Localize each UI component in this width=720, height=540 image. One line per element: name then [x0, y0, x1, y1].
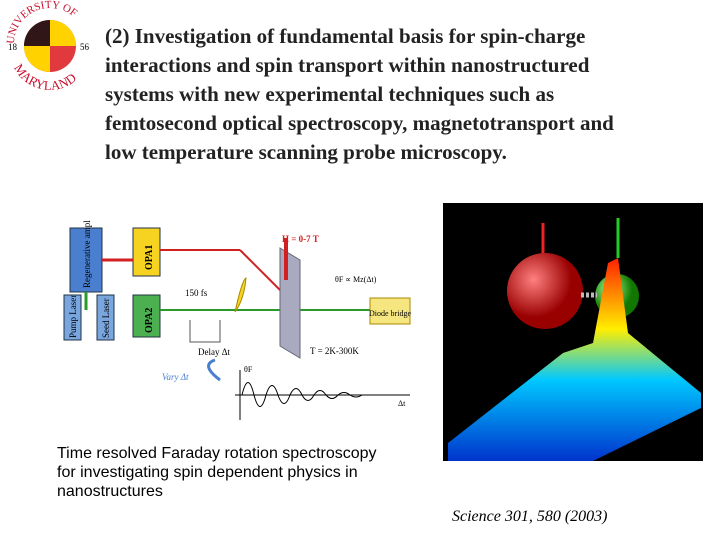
- field-label: H = 0-7 T: [282, 234, 319, 244]
- pump-label: Pump Laser: [68, 295, 78, 338]
- citation: Science 301, 580 (2003): [452, 508, 608, 525]
- opa1-box: [132, 227, 161, 277]
- delay-stage: [189, 320, 221, 343]
- heading-line: femtosecond optical spectroscopy, magnet…: [105, 111, 614, 135]
- opa1-label: OPA1: [144, 245, 155, 270]
- heading: (2) Investigation of fundamental basis f…: [105, 22, 614, 167]
- pump-box: [63, 294, 82, 341]
- delay-label: Delay Δt: [198, 347, 231, 357]
- logo-year: 56: [80, 42, 90, 52]
- setup-diagram: Regenerative amplifier OPA1 OPA2 Pump La…: [63, 220, 411, 420]
- opa2-box: [132, 294, 161, 338]
- detector-label: Diode bridge: [369, 309, 411, 318]
- caption-line: Time resolved Faraday rotation spectrosc…: [57, 445, 377, 462]
- temperature-label: T = 2K-300K: [310, 346, 359, 356]
- detector-box: [369, 297, 411, 325]
- seed-label: Seed Laser: [101, 298, 111, 338]
- logo-year: 18: [8, 42, 18, 52]
- logo-quarter: [24, 46, 50, 72]
- logo-quarter: [24, 20, 50, 46]
- heading-line: interactions and spin transport within n…: [105, 53, 590, 77]
- rotation-label: θF ∝ Mz(Δt): [335, 275, 377, 284]
- caption-line: nanostructures: [57, 483, 163, 500]
- sample: [279, 247, 301, 359]
- logo-quarter: [50, 20, 76, 46]
- signal-axis-label: θF: [244, 365, 253, 374]
- time-axis-label: Δt: [398, 399, 406, 408]
- lens: [234, 277, 247, 313]
- opa2-label: OPA2: [144, 308, 155, 333]
- vary-label: Vary Δt: [162, 372, 189, 382]
- caption-line: for investigating spin dependent physics…: [57, 464, 358, 481]
- spin-image: [443, 203, 703, 461]
- heading-line: systems with new experimental techniques…: [105, 82, 555, 106]
- amplifier-label: Regenerative amplifier: [82, 220, 92, 288]
- signal-surface: [448, 258, 701, 461]
- caption: Time resolved Faraday rotation spectrosc…: [57, 444, 377, 501]
- pulse-label: 150 fs: [185, 288, 208, 298]
- logo: UNIVERSITY OF MARYLAND 18 56: [5, 0, 90, 90]
- signal-trace: [241, 382, 390, 407]
- heading-line: (2) Investigation of fundamental basis f…: [105, 24, 586, 48]
- seed-box: [96, 294, 115, 341]
- heading-line: low temperature scanning probe microscop…: [105, 140, 507, 164]
- red-sphere: [507, 253, 583, 329]
- vary-arrow: [207, 358, 221, 382]
